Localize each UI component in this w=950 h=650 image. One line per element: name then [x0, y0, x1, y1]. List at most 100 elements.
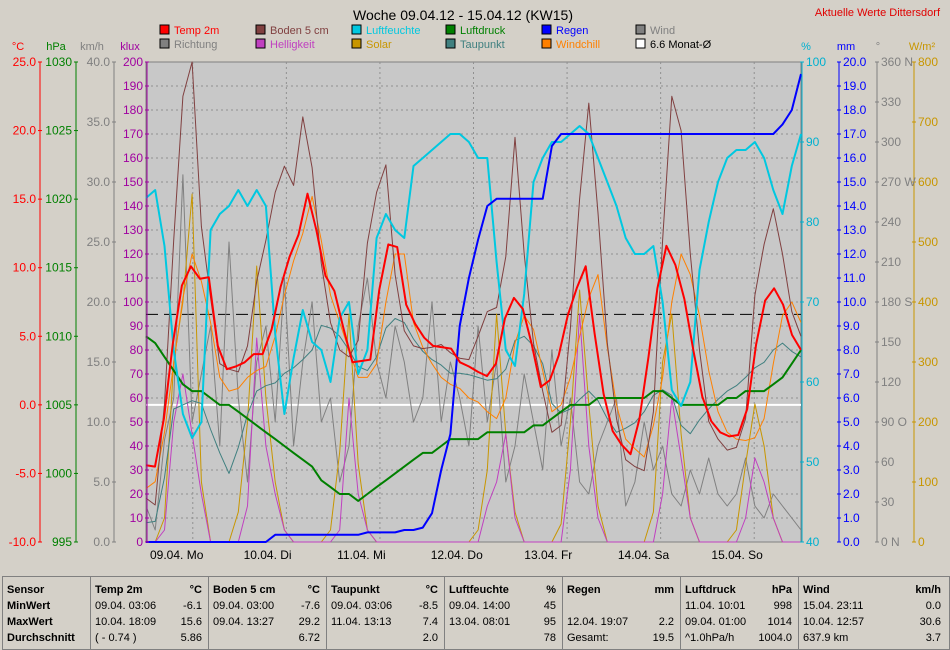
stats-col-soil: Boden 5 cm °C 09.04. 03:00 -7.6 09.04. 1…: [208, 577, 326, 649]
legend: Temp 2m Boden 5 cm Luftfeuchte Luftdruck Reg…: [159, 24, 712, 51]
klux-tick-label: 130: [123, 223, 143, 237]
current-values-link[interactable]: Aktuelle Werte Dittersdorf: [815, 7, 941, 19]
statistics-table: Sensor MinWert MaxWert Durchschnitt Temp…: [2, 576, 950, 650]
stats-sensor-title: Sensor: [7, 584, 45, 596]
kmh-tick-label: 10.0: [87, 415, 111, 429]
kmh-tick-label: 35.0: [87, 115, 111, 129]
legend-label: Temp 2m: [174, 25, 219, 37]
hum-tick-label: 80: [806, 215, 820, 229]
temp-tick-label: -10.0: [9, 535, 37, 549]
stats-hum-min-time: 09.04. 14:00: [449, 600, 511, 612]
stats-hum-title: Luftfeuchte: [449, 584, 509, 596]
mm-tick-label: 2.0: [843, 487, 860, 501]
mm-tick-label: 14.0: [843, 199, 867, 213]
wm2-unit-label: W/m²: [909, 41, 936, 53]
legend-label: 6.6 Monat-Ø: [650, 39, 712, 51]
stats-soil-title: Boden 5 cm: [213, 584, 276, 596]
temp-tick-label: -5.0: [15, 466, 36, 480]
wm2-tick-label: 400: [918, 295, 938, 309]
kmh-tick-label: 20.0: [87, 295, 111, 309]
klux-tick-label: 100: [123, 295, 143, 309]
stats-rain-title: Regen: [567, 584, 601, 596]
direction-tick-label: 150: [881, 335, 901, 349]
hum-tick-label: 50: [806, 455, 820, 469]
stats-press-title: Luftdruck: [685, 584, 736, 596]
mm-tick-label: 9.0: [843, 319, 860, 333]
kmh-unit-label: km/h: [80, 41, 104, 53]
klux-tick-label: 40: [130, 439, 144, 453]
wm2-tick-label: 800: [918, 55, 938, 69]
klux-tick-label: 80: [130, 343, 144, 357]
mm-tick-label: 5.0: [843, 415, 860, 429]
klux-tick-label: 170: [123, 127, 143, 141]
press-tick-label: 1005: [45, 398, 72, 412]
klux-tick-label: 10: [130, 511, 144, 525]
stats-dew-min-time: 09.04. 03:06: [331, 600, 393, 612]
mm-tick-label: 0.0: [843, 535, 860, 549]
mm-tick-label: 17.0: [843, 127, 867, 141]
wm2-tick-label: 500: [918, 235, 938, 249]
mm-tick-label: 11.0: [843, 271, 866, 285]
x-tick-label: 11.04. Mi: [337, 548, 385, 562]
direction-tick-label: 120: [881, 375, 901, 389]
stats-col-dew: Taupunkt °C 09.04. 03:06 -8.5 11.04. 13:…: [326, 577, 444, 649]
stats-col-rain: Regen mm 12.04. 19:07 2.2 Gesamt: 19.5: [562, 577, 680, 649]
direction-unit-label: °: [876, 41, 880, 53]
mm-tick-label: 10.0: [843, 295, 867, 309]
mm-tick-label: 6.0: [843, 391, 860, 405]
klux-tick-label: 190: [123, 79, 143, 93]
stats-avg-label: Durchschnitt: [7, 632, 75, 644]
mm-tick-label: 13.0: [843, 223, 867, 237]
hum-tick-label: 70: [806, 295, 820, 309]
legend-swatch: [635, 24, 646, 35]
mm-tick-label: 20.0: [843, 55, 867, 69]
legend-label: Regen: [556, 25, 588, 37]
series-line-windchill: [145, 195, 802, 489]
stats-wind-unit: km/h: [915, 584, 941, 596]
kmh-tick-label: 5.0: [93, 475, 110, 489]
temp-unit-label: °C: [12, 41, 24, 53]
series-line-helligkeit: [146, 313, 801, 543]
kmh-tick-label: 30.0: [87, 175, 111, 189]
wm2-tick-label: 600: [918, 175, 938, 189]
x-tick-label: 14.04. Sa: [618, 548, 670, 562]
legend-swatch: [541, 24, 552, 35]
stats-temp-title: Temp 2m: [95, 584, 143, 596]
mm-tick-label: 15.0: [843, 175, 867, 189]
stats-soil-min-value: -7.6: [301, 600, 320, 612]
legend-swatch: [255, 24, 266, 35]
hum-tick-label: 60: [806, 375, 820, 389]
temp-tick-label: 25.0: [13, 55, 37, 69]
legend-label: Wind: [650, 25, 675, 37]
stats-wind-max-value: 30.6: [919, 616, 941, 628]
stats-hum-unit: %: [546, 584, 556, 596]
klux-tick-label: 180: [123, 103, 143, 117]
temp-tick-label: 20.0: [13, 124, 37, 138]
stats-col-humidity: Luftfeuchte % 09.04. 14:00 45 13.04. 08:…: [444, 577, 562, 649]
klux-tick-label: 140: [123, 199, 143, 213]
direction-tick-label: 240: [881, 215, 901, 229]
series-line-temp-2m: [145, 192, 802, 468]
stats-soil-avg-value: 6.72: [298, 632, 320, 644]
direction-tick-label: 60: [881, 455, 895, 469]
mm-tick-label: 8.0: [843, 343, 860, 357]
direction-tick-label: 90 O: [881, 415, 907, 429]
press-tick-label: 995: [52, 535, 72, 549]
stats-temp-avg-extra: ( - 0.74 ): [95, 632, 137, 644]
legend-label: Richtung: [174, 39, 217, 51]
stats-dew-max-time: 11.04. 13:13: [331, 616, 392, 628]
stats-col-pressure: Luftdruck hPa 11.04. 10:01 998 09.04. 01…: [680, 577, 798, 649]
stats-temp-min-value: -6.1: [183, 600, 202, 612]
klux-tick-label: 30: [130, 463, 144, 477]
press-tick-label: 1025: [45, 124, 72, 138]
stats-wind-min-time: 15.04. 23:11: [803, 600, 864, 612]
stats-hum-max-value: 95: [543, 616, 556, 628]
stats-press-min-time: 11.04. 10:01: [685, 600, 746, 612]
klux-tick-label: 60: [130, 391, 144, 405]
series-line-regen: [146, 73, 802, 543]
stats-dew-avg-value: 2.0: [422, 632, 438, 644]
stats-col-temp: Temp 2m °C 09.04. 03:06 -6.1 10.04. 18:0…: [90, 577, 208, 649]
x-tick-label: 10.04. Di: [244, 548, 292, 562]
series-line-luftfeuchte: [145, 125, 802, 439]
stats-hum-avg-value: 78: [543, 632, 556, 644]
